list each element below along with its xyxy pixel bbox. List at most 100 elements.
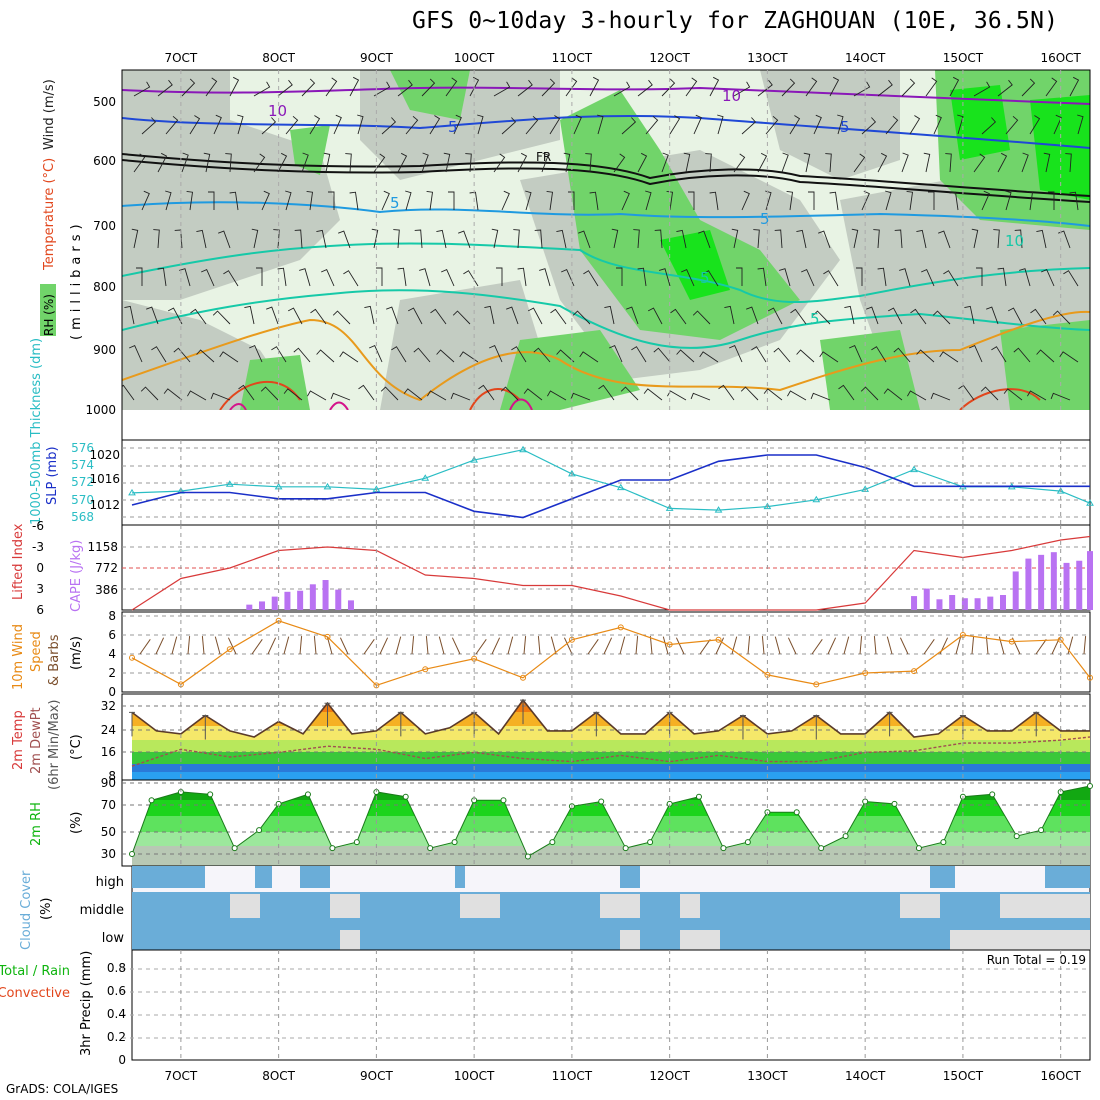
wind-barb (477, 114, 484, 135)
ytick-label: 574 (71, 458, 94, 472)
rh-point (427, 845, 434, 852)
surface-barb (438, 636, 445, 655)
wind-barb (427, 390, 447, 401)
thickness-point (225, 480, 234, 487)
ytick-label: 386 (95, 583, 118, 597)
ytick-label: -3 (32, 540, 44, 554)
ylabel-lifted-index: Lifted Index (11, 523, 26, 600)
cape-bar (271, 596, 278, 610)
xtick-label: 10OCT (454, 51, 495, 65)
wind-barb (413, 347, 431, 363)
ytick-label: 6 (108, 628, 116, 642)
wind-barb (928, 191, 935, 210)
rh-point (940, 839, 947, 846)
wind-barb (757, 152, 768, 173)
surface-barb (955, 636, 962, 655)
wind-barb (189, 115, 201, 135)
x-axis-top: 7OCT 8OCT 9OCT 10OCT 11OCT 12OCT 13OCT 14OCT 15O… (164, 51, 1081, 65)
wind-barb (496, 267, 503, 286)
wind-barb (294, 229, 303, 249)
wind-barb (534, 229, 543, 249)
wind-barb (873, 229, 880, 249)
cloud-block-high (300, 866, 330, 888)
wind-speed-line (131, 620, 1091, 687)
slp-yticks: 1012 1016 1020 (89, 448, 120, 512)
surface-barb (251, 639, 263, 655)
tmax-bar (202, 715, 209, 740)
cape-bar (259, 601, 266, 610)
wind-barb (949, 191, 959, 211)
ytick-label: 8 (108, 609, 116, 623)
wind-barb (573, 114, 582, 135)
ytick-label: 0 (118, 1053, 126, 1067)
surface-barb (923, 639, 935, 655)
wind-barb (151, 346, 167, 363)
wind-barb (597, 114, 604, 135)
wind-barb (338, 230, 351, 249)
wind-barb (910, 308, 927, 325)
wind-barb (1021, 152, 1029, 173)
wind-barb (441, 269, 455, 287)
tmax-bars (129, 699, 1040, 740)
surface-barb (587, 639, 599, 655)
wind-barb (550, 308, 567, 325)
wind-barb (157, 267, 167, 287)
surface-barb (899, 637, 909, 655)
xtick-label: 16OCT (1040, 51, 1081, 65)
wind-barb (371, 228, 379, 249)
surface-barb (155, 637, 165, 655)
ytick-label: 1158 (87, 540, 118, 554)
thickness-line (131, 449, 1091, 511)
ytick-label: 570 (71, 493, 94, 507)
xtick-label: 12OCT (649, 51, 690, 65)
wind-barb (654, 229, 663, 249)
wind-barb (1021, 78, 1036, 97)
thickness-point (910, 465, 918, 473)
wind-barb (1059, 351, 1079, 363)
xtick-label: 14OCT (845, 1069, 886, 1083)
wind-barb (976, 267, 983, 286)
wind-barb (866, 306, 879, 325)
wind-barb (165, 190, 172, 211)
wind-barb (306, 190, 314, 211)
wind-barb (376, 267, 383, 286)
wind-barb (844, 305, 855, 325)
wind-barb (173, 347, 191, 363)
wind-barb (539, 268, 551, 287)
wind-barb (796, 349, 815, 363)
wind-barb (349, 191, 359, 211)
wind-barb (906, 190, 914, 211)
cape-bar (999, 595, 1006, 610)
wind-barb (238, 384, 255, 401)
cape-yticks: 386 772 1158 (87, 540, 118, 597)
wind-barb (1030, 308, 1047, 325)
wind-barb (851, 228, 859, 249)
tmax-bar (593, 711, 600, 737)
wind-barb (837, 114, 844, 135)
surface-barb (395, 636, 402, 655)
wind-barb (430, 308, 447, 325)
wind-barb (871, 346, 887, 363)
wind-barb (973, 153, 986, 173)
wind-barb (767, 307, 783, 325)
contour-label: FR (536, 150, 551, 164)
wind-barb (203, 152, 211, 173)
x-axis-bottom: 7OCT 8OCT 9OCT 10OCT 11OCT 12OCT 13OCT 14OCT 15O… (164, 1069, 1081, 1083)
surface-barb (139, 639, 151, 655)
cape-bar (961, 598, 968, 610)
wind-barb (513, 229, 520, 249)
wind-barb (938, 230, 951, 249)
ytick-label: 900 (93, 343, 116, 357)
wind-point (715, 636, 722, 643)
cape-bar (923, 588, 930, 610)
wind-barb (885, 190, 892, 211)
wind-barb (789, 115, 801, 135)
wind-barb (699, 351, 719, 363)
wind-barb (579, 351, 599, 363)
wind-barb (757, 79, 773, 97)
wind-barb (685, 77, 698, 97)
ylabel-wind: Wind (m/s) (42, 79, 57, 150)
wind-barb (373, 81, 391, 97)
wind-barb (741, 190, 750, 211)
wind-barb (511, 346, 527, 363)
